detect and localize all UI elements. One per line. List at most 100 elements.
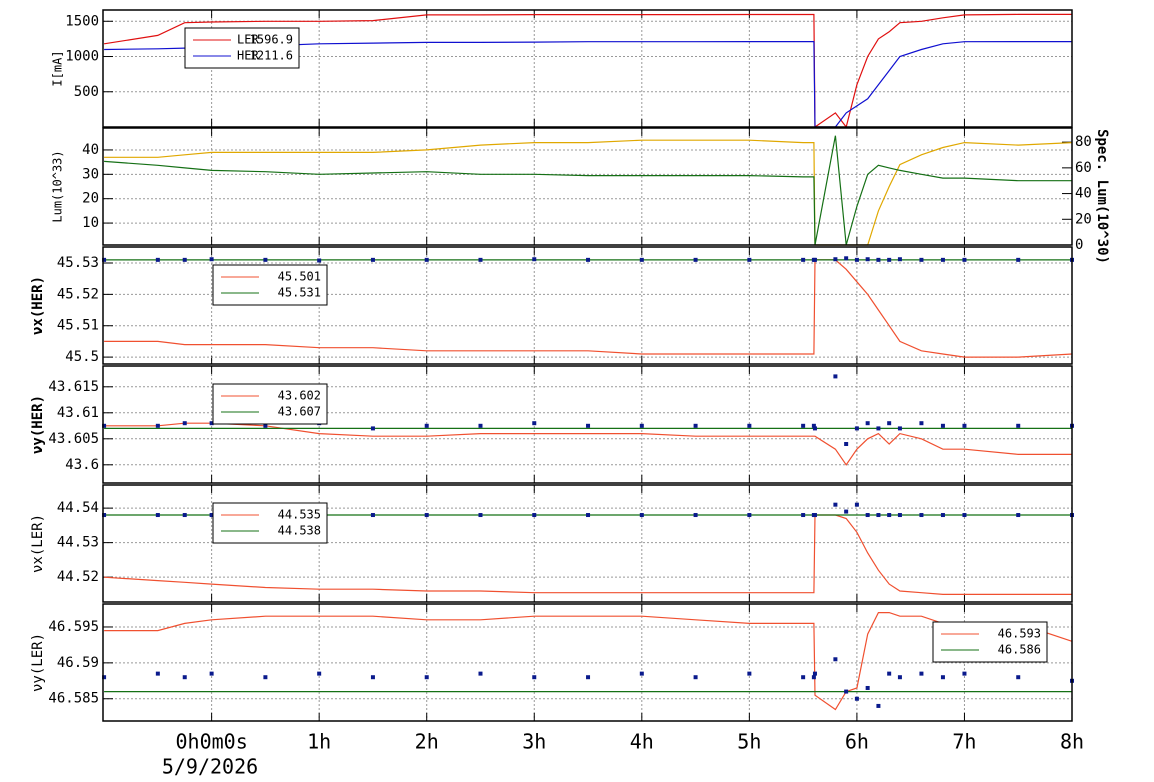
data-point [1016, 423, 1021, 428]
data-point [887, 421, 892, 426]
y2-axis-label: Spec. Lum(10^30) [1094, 129, 1110, 264]
data-point [102, 675, 107, 680]
data-point [424, 423, 429, 428]
legend-value: 1596.9 [250, 33, 293, 47]
data-point [182, 675, 187, 680]
series-line [104, 41, 1072, 128]
data-point [747, 257, 752, 262]
legend-box [212, 383, 328, 425]
y-tick-label: 30 [82, 166, 99, 182]
data-point [812, 257, 817, 262]
data-point [876, 257, 881, 262]
data-point [693, 423, 698, 428]
data-point [962, 257, 967, 262]
data-point [317, 671, 322, 676]
data-point [962, 513, 967, 518]
series-line [104, 259, 1073, 358]
data-point [887, 257, 892, 262]
y-tick-label: 45.52 [57, 286, 99, 302]
y2-tick-label: 80 [1075, 134, 1092, 150]
y-tick-label: 44.54 [57, 500, 99, 516]
legend-box [212, 502, 328, 544]
data-point [940, 423, 945, 428]
series-line [104, 13, 1072, 129]
legend-value: 43.602 [278, 389, 321, 403]
legend-value: 43.607 [278, 405, 321, 419]
data-point [801, 423, 806, 428]
data-point [962, 671, 967, 676]
series-line [104, 135, 1072, 246]
data-point [478, 671, 483, 676]
y-axis-label: νx(LER) [30, 514, 46, 573]
data-point [155, 257, 160, 262]
data-point [586, 423, 591, 428]
data-point [209, 513, 214, 518]
y-tick-label: 45.53 [57, 255, 99, 271]
legend-label: HER [237, 49, 259, 63]
data-point [532, 513, 537, 518]
data-point [833, 502, 838, 507]
y-tick-label: 20 [82, 191, 99, 207]
date-label: 5/9/2026 [162, 755, 258, 779]
y-axis-label: Lum(10^33) [51, 150, 65, 222]
data-point [639, 671, 644, 676]
data-point [102, 257, 107, 262]
data-point [747, 513, 752, 518]
y-tick-label: 40 [82, 142, 99, 158]
data-point [209, 671, 214, 676]
data-point [801, 513, 806, 518]
y-tick-label: 46.595 [48, 619, 99, 635]
legend-value: 46.586 [998, 643, 1041, 657]
x-tick-label: 4h [630, 730, 654, 754]
legend: 43.602 43.607 [212, 383, 328, 425]
data-point [102, 513, 107, 518]
data-point [370, 675, 375, 680]
data-point [887, 671, 892, 676]
data-point [424, 675, 429, 680]
data-point [155, 513, 160, 518]
data-point [532, 675, 537, 680]
data-point [747, 423, 752, 428]
data-point [263, 423, 268, 428]
data-point [876, 426, 881, 431]
data-point [919, 421, 924, 426]
y-axis-label: νy(HER) [30, 395, 46, 454]
y2-tick-label: 40 [1075, 186, 1092, 202]
data-point [747, 671, 752, 676]
data-point [919, 257, 924, 262]
data-point [693, 513, 698, 518]
data-point [478, 513, 483, 518]
data-point [919, 671, 924, 676]
data-point [209, 257, 214, 262]
legend: 46.593 46.586 [932, 621, 1048, 663]
data-point [586, 675, 591, 680]
data-point [155, 671, 160, 676]
data-point [811, 423, 816, 428]
x-tick-label: 5h [737, 730, 761, 754]
data-point [586, 257, 591, 262]
y-tick-label: 46.585 [48, 691, 99, 707]
y-axis-label: νy(LER) [30, 633, 46, 692]
data-point [811, 675, 816, 680]
legend-box [212, 264, 328, 306]
legend-label: LER [237, 33, 259, 47]
data-point [693, 257, 698, 262]
x-tick-label: 1h [307, 730, 331, 754]
x-tick-label: 6h [845, 730, 869, 754]
data-point [854, 257, 859, 262]
data-point [370, 426, 375, 431]
data-point [897, 426, 902, 431]
legend-box [932, 621, 1048, 663]
data-point [424, 257, 429, 262]
legend-box [184, 27, 300, 69]
y-tick-label: 44.53 [57, 535, 99, 551]
y2-tick-label: 0 [1075, 237, 1083, 253]
data-point [940, 257, 945, 262]
data-point [639, 423, 644, 428]
data-point [854, 502, 859, 507]
legend-value: 45.501 [278, 270, 321, 284]
legend-value: 46.593 [998, 627, 1041, 641]
y-tick-label: 45.51 [57, 318, 99, 334]
data-point [833, 657, 838, 662]
